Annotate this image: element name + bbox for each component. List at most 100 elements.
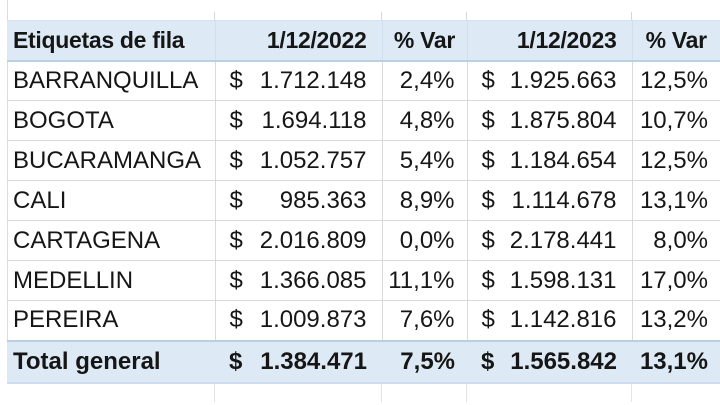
table-row: PEREIRA $1.009.873 7,6% $1.142.816 13,2%	[7, 300, 720, 341]
var-2023-cell[interactable]: 8,0%	[632, 220, 720, 261]
amount: 1.875.804	[509, 106, 617, 134]
amount: 1.052.757	[259, 146, 367, 174]
value-2023-cell[interactable]: $1.184.654	[467, 140, 633, 181]
row-label-cell[interactable]: CARTAGENA	[7, 220, 216, 261]
money-value: $1.875.804	[482, 107, 617, 135]
money-value: $1.009.873	[230, 306, 367, 334]
header-var-2023[interactable]: % Var	[632, 20, 720, 62]
total-value-2022-cell[interactable]: $1.384.471	[215, 339, 382, 384]
sheet-gridline-stub	[466, 383, 467, 402]
total-label-cell[interactable]: Total general	[7, 339, 215, 384]
var-2022-cell[interactable]: 4,8%	[382, 100, 468, 141]
row-label-cell[interactable]: PEREIRA	[7, 300, 216, 341]
sheet-gridline-stub	[631, 12, 632, 20]
sheet-gridline-stub	[631, 383, 632, 402]
table-row: MEDELLIN $1.366.085 11,1% $1.598.131 17,…	[7, 260, 720, 301]
money-value: $2.016.809	[230, 227, 367, 255]
row-label-cell[interactable]: MEDELLIN	[7, 260, 216, 301]
amount: 1.184.654	[509, 146, 617, 174]
money-value: $1.925.663	[482, 67, 617, 95]
sheet-gridline-stub	[466, 12, 467, 20]
amount: 2.178.441	[509, 226, 617, 254]
total-var-2022-cell[interactable]: 7,5%	[382, 339, 467, 384]
amount: 1.925.663	[509, 66, 617, 94]
currency-symbol: $	[229, 106, 243, 134]
var-2023-cell[interactable]: 10,7%	[632, 100, 720, 141]
currency-symbol: $	[481, 66, 495, 94]
pivot-table-header: Etiquetas de fila 1/12/2022 % Var 1/12/2…	[7, 20, 720, 62]
total-value-2023-cell[interactable]: $1.565.842	[467, 339, 632, 384]
value-2023-cell[interactable]: $1.598.131	[467, 260, 633, 301]
money-value: $1.598.131	[482, 267, 617, 295]
money-value: $2.178.441	[482, 227, 617, 255]
amount: 1.712.148	[259, 66, 367, 94]
money-value: $1.565.842	[481, 348, 617, 376]
value-2023-cell[interactable]: $1.142.816	[467, 300, 633, 341]
var-2023-cell[interactable]: 12,5%	[632, 140, 720, 181]
var-2022-cell[interactable]: 5,4%	[382, 140, 468, 181]
total-row: Total general $1.384.471 7,5% $1.565.842…	[7, 339, 720, 384]
sheet-gridline-stub	[214, 12, 215, 20]
table-row: CARTAGENA $2.016.809 0,0% $2.178.441 8,0…	[7, 220, 720, 261]
row-label-cell[interactable]: BOGOTA	[7, 100, 216, 141]
header-row-labels[interactable]: Etiquetas de fila	[7, 20, 216, 62]
money-value: $1.052.757	[230, 147, 367, 175]
table-footer: Total general $1.384.471 7,5% $1.565.842…	[7, 339, 720, 384]
amount: 1.694.118	[261, 106, 367, 134]
money-value: $985.363	[230, 187, 367, 215]
var-2022-cell[interactable]: 8,9%	[382, 180, 468, 221]
currency-symbol: $	[481, 266, 495, 294]
header-row: Etiquetas de fila 1/12/2022 % Var 1/12/2…	[7, 20, 720, 62]
var-2022-cell[interactable]: 2,4%	[382, 60, 468, 101]
var-2022-cell[interactable]: 7,6%	[382, 300, 468, 341]
money-value: $1.384.471	[229, 348, 367, 376]
currency-symbol: $	[229, 347, 243, 375]
currency-symbol: $	[229, 266, 243, 294]
value-2022-cell[interactable]: $2.016.809	[215, 220, 383, 261]
var-2023-cell[interactable]: 12,5%	[632, 60, 720, 101]
amount: 1.114.678	[511, 186, 617, 214]
currency-symbol: $	[229, 66, 243, 94]
currency-symbol: $	[229, 226, 243, 254]
money-value: $1.184.654	[482, 147, 617, 175]
currency-symbol: $	[481, 226, 495, 254]
sheet-gridline-stub	[381, 383, 382, 402]
table-row: BUCARAMANGA $1.052.757 5,4% $1.184.654 1…	[7, 140, 720, 181]
pivot-table: Etiquetas de fila 1/12/2022 % Var 1/12/2…	[7, 20, 720, 384]
value-2022-cell[interactable]: $1.052.757	[215, 140, 383, 181]
amount: 2.016.809	[259, 226, 367, 254]
currency-symbol: $	[229, 306, 243, 334]
currency-symbol: $	[229, 186, 243, 214]
value-2023-cell[interactable]: $1.114.678	[467, 180, 633, 221]
value-2022-cell[interactable]: $1.712.148	[215, 60, 383, 101]
value-2022-cell[interactable]: $1.694.118	[215, 100, 383, 141]
value-2022-cell[interactable]: $985.363	[215, 180, 383, 221]
currency-symbol: $	[481, 186, 495, 214]
value-2023-cell[interactable]: $1.875.804	[467, 100, 633, 141]
value-2022-cell[interactable]: $1.366.085	[215, 260, 383, 301]
money-value: $1.142.816	[482, 306, 617, 334]
var-2022-cell[interactable]: 0,0%	[382, 220, 468, 261]
amount: 1.384.471	[260, 347, 367, 375]
row-label-cell[interactable]: BUCARAMANGA	[7, 140, 216, 181]
value-2022-cell[interactable]: $1.009.873	[215, 300, 383, 341]
currency-symbol: $	[481, 306, 495, 334]
var-2022-cell[interactable]: 11,1%	[382, 260, 468, 301]
row-label-cell[interactable]: CALI	[7, 180, 216, 221]
currency-symbol: $	[229, 146, 243, 174]
amount: 1.366.085	[259, 266, 367, 294]
var-2023-cell[interactable]: 13,1%	[632, 180, 720, 221]
currency-symbol: $	[481, 146, 495, 174]
table-row: BOGOTA $1.694.118 4,8% $1.875.804 10,7%	[7, 100, 720, 141]
sheet-gridline-stub	[214, 383, 215, 402]
header-date-2022[interactable]: 1/12/2022	[215, 20, 383, 62]
var-2023-cell[interactable]: 17,0%	[632, 260, 720, 301]
row-label-cell[interactable]: BARRANQUILLA	[7, 60, 216, 101]
header-var-2022[interactable]: % Var	[382, 20, 468, 62]
var-2023-cell[interactable]: 13,2%	[632, 300, 720, 341]
amount: 1.598.131	[509, 266, 617, 294]
total-var-2023-cell[interactable]: 13,1%	[632, 339, 720, 384]
header-date-2023[interactable]: 1/12/2023	[467, 20, 633, 62]
value-2023-cell[interactable]: $1.925.663	[467, 60, 633, 101]
value-2023-cell[interactable]: $2.178.441	[467, 220, 633, 261]
